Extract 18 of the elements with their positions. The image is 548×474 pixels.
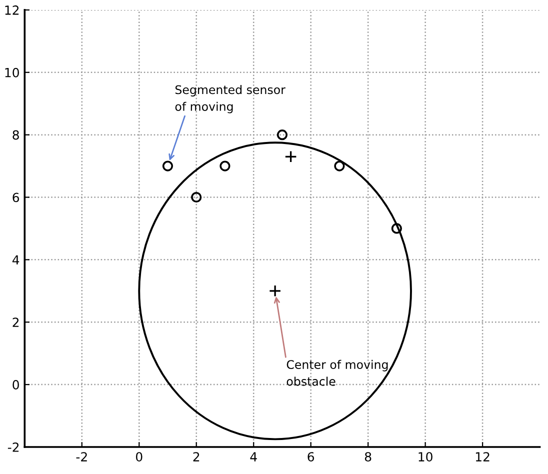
x-tick-label: 10: [418, 452, 432, 462]
x-tick-label: 2: [193, 452, 200, 462]
y-tick-label: 12: [5, 5, 19, 15]
annotation: Center of moving obstacle: [286, 360, 388, 386]
y-tick-label: 8: [12, 130, 19, 140]
y-tick-label: 4: [12, 255, 20, 264]
x-tick-label: 6: [308, 452, 314, 462]
x-tick-label: 4: [250, 452, 257, 462]
y-tick-label: 6: [12, 192, 20, 202]
x-tick-label: 12: [476, 452, 490, 462]
x-tick-label: -2: [76, 452, 87, 462]
x-tick-label: 8: [364, 452, 372, 462]
x-tick-label: 0: [136, 452, 142, 462]
y-tick-label: 2: [12, 318, 19, 327]
y-tick-label: 10: [5, 68, 19, 78]
y-tick-label: -2: [8, 442, 19, 452]
annotation: Segmented sensor of moving: [175, 85, 286, 114]
y-tick-label: 0: [12, 380, 19, 390]
